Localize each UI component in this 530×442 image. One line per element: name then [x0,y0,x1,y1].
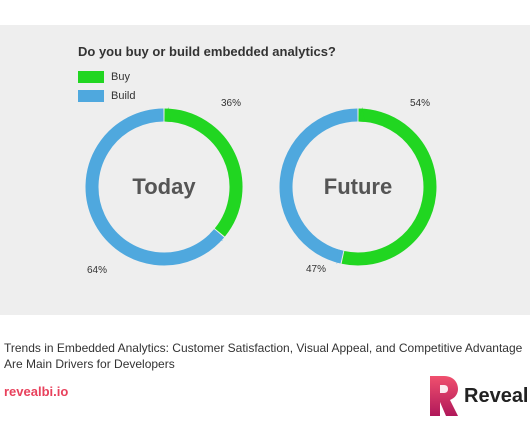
legend-swatch-build [78,90,104,102]
donut-1-pointer-build [336,249,344,265]
site-link[interactable]: revealbi.io [4,384,69,399]
donut-1-label-buy: 54% [410,98,430,109]
donut-0-slice-build [85,108,225,266]
legend-item-build: Build [78,89,135,103]
brand-name: Reveal [464,384,529,407]
article-caption: Trends in Embedded Analytics: Customer S… [4,341,523,371]
donut-1-center-label: Future [324,174,392,199]
donut-0-center-label: Today [132,174,196,199]
donut-1-slice-build [279,108,358,264]
donut-0-label-build: 64% [87,265,107,276]
donut-1-pointer-buy [358,107,365,122]
donut-0-slice-buy [164,108,243,237]
donut-0-pointer-buy [164,107,171,122]
donut-0-pointer-build [209,229,223,242]
donut-1-label-build: 47% [306,264,326,275]
legend-label-buy: Buy [111,71,130,83]
legend-item-buy: Buy [78,70,130,84]
reveal-logo-icon [430,376,458,416]
legend-swatch-buy [78,71,104,83]
chart-title: Do you buy or build embedded analytics? [78,44,336,59]
donut-1-slice-buy [341,108,437,266]
brand-logo: Reveal [428,374,529,418]
legend-label-build: Build [111,90,136,102]
donut-0-label-buy: 36% [221,98,241,109]
